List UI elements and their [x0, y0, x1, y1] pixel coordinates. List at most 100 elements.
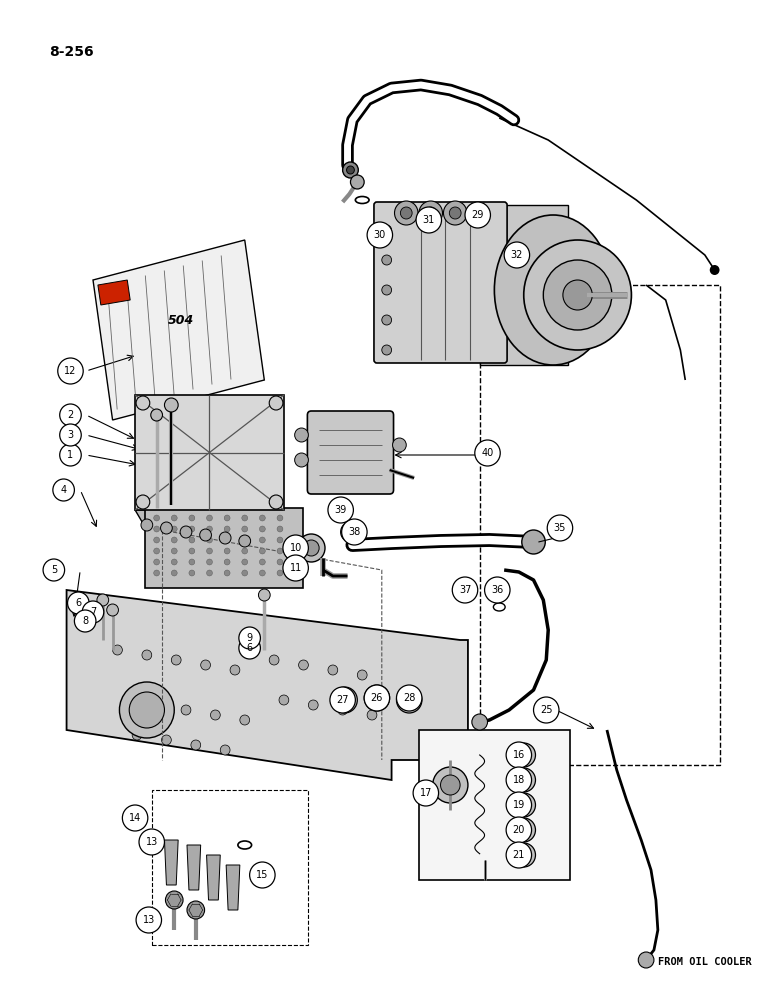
- Polygon shape: [164, 840, 178, 885]
- Circle shape: [337, 693, 351, 707]
- Circle shape: [441, 775, 460, 795]
- Circle shape: [382, 255, 391, 265]
- Circle shape: [533, 697, 559, 723]
- Text: FROM OIL COOLER: FROM OIL COOLER: [658, 957, 752, 967]
- Circle shape: [506, 842, 532, 868]
- Text: 10: 10: [290, 543, 302, 553]
- Circle shape: [139, 829, 164, 855]
- Circle shape: [303, 540, 319, 556]
- Circle shape: [120, 682, 174, 738]
- Circle shape: [425, 207, 437, 219]
- Circle shape: [370, 691, 384, 705]
- Circle shape: [161, 522, 172, 534]
- Circle shape: [543, 260, 612, 330]
- Circle shape: [394, 201, 418, 225]
- Circle shape: [220, 745, 230, 755]
- Circle shape: [449, 207, 461, 219]
- Text: 9: 9: [246, 633, 252, 643]
- Circle shape: [207, 526, 212, 532]
- Circle shape: [490, 581, 508, 599]
- Circle shape: [189, 548, 195, 554]
- Circle shape: [171, 537, 178, 543]
- Circle shape: [332, 687, 357, 713]
- Circle shape: [342, 519, 367, 545]
- Circle shape: [165, 891, 183, 909]
- Circle shape: [432, 767, 468, 803]
- Circle shape: [239, 637, 260, 659]
- Circle shape: [308, 700, 318, 710]
- Circle shape: [392, 438, 406, 452]
- Circle shape: [522, 530, 545, 554]
- Circle shape: [330, 687, 355, 713]
- Circle shape: [472, 714, 487, 730]
- Circle shape: [259, 537, 266, 543]
- Circle shape: [357, 670, 367, 680]
- Circle shape: [337, 705, 347, 715]
- Circle shape: [239, 535, 251, 547]
- FancyBboxPatch shape: [135, 395, 284, 510]
- Circle shape: [242, 526, 248, 532]
- Circle shape: [224, 537, 230, 543]
- Circle shape: [180, 526, 192, 538]
- Circle shape: [242, 559, 248, 565]
- Circle shape: [171, 515, 178, 521]
- Circle shape: [328, 665, 337, 675]
- Circle shape: [402, 693, 416, 707]
- Circle shape: [297, 534, 325, 562]
- Text: 38: 38: [348, 527, 361, 537]
- Circle shape: [547, 515, 573, 541]
- Circle shape: [164, 398, 178, 412]
- Circle shape: [269, 655, 279, 665]
- Circle shape: [340, 522, 361, 542]
- Polygon shape: [207, 855, 220, 900]
- Text: 21: 21: [513, 850, 525, 860]
- Circle shape: [136, 495, 150, 509]
- Circle shape: [347, 166, 354, 174]
- Circle shape: [224, 559, 230, 565]
- Circle shape: [211, 710, 220, 720]
- Text: 17: 17: [420, 788, 432, 798]
- Circle shape: [142, 650, 152, 660]
- Circle shape: [224, 515, 230, 521]
- Circle shape: [200, 529, 212, 541]
- Circle shape: [83, 601, 103, 623]
- Circle shape: [189, 570, 195, 576]
- Circle shape: [350, 175, 364, 189]
- Circle shape: [136, 396, 150, 410]
- Circle shape: [207, 570, 212, 576]
- Circle shape: [277, 548, 283, 554]
- Circle shape: [123, 695, 132, 705]
- Circle shape: [459, 581, 477, 599]
- Circle shape: [364, 685, 390, 711]
- Polygon shape: [226, 865, 240, 910]
- Text: 18: 18: [513, 775, 525, 785]
- Circle shape: [277, 570, 283, 576]
- Circle shape: [151, 409, 162, 421]
- Circle shape: [181, 705, 191, 715]
- Circle shape: [367, 222, 392, 248]
- Circle shape: [154, 548, 160, 554]
- Circle shape: [518, 849, 530, 861]
- Circle shape: [269, 396, 283, 410]
- Circle shape: [259, 526, 266, 532]
- Circle shape: [113, 645, 123, 655]
- Text: 31: 31: [422, 215, 435, 225]
- Circle shape: [136, 907, 161, 933]
- Circle shape: [259, 570, 266, 576]
- Circle shape: [189, 515, 195, 521]
- FancyBboxPatch shape: [479, 205, 567, 365]
- Circle shape: [512, 843, 536, 867]
- Circle shape: [277, 515, 283, 521]
- Text: 2: 2: [67, 410, 73, 420]
- Circle shape: [364, 685, 390, 711]
- Circle shape: [328, 497, 354, 523]
- Circle shape: [132, 730, 142, 740]
- Text: 14: 14: [129, 813, 141, 823]
- Text: 35: 35: [554, 523, 566, 533]
- Circle shape: [638, 952, 654, 968]
- Text: 5: 5: [51, 565, 57, 575]
- Circle shape: [123, 805, 147, 831]
- Circle shape: [240, 715, 249, 725]
- Text: 15: 15: [256, 870, 269, 880]
- Circle shape: [129, 692, 164, 728]
